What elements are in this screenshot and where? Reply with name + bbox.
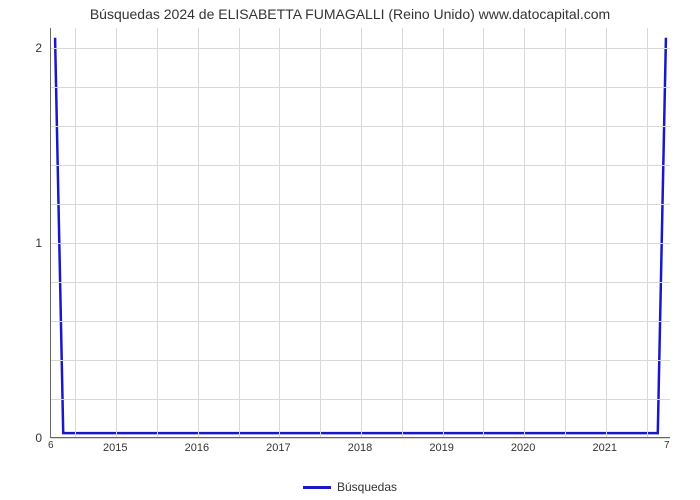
gridline-vertical-minor [647,28,648,437]
gridline-vertical [361,28,362,437]
legend: Búsquedas [0,480,700,494]
corner-label-bottom-left: 6 [48,440,54,451]
gridline-vertical-minor [402,28,403,437]
y-tick-label: 0 [12,431,42,445]
y-tick-label: 1 [12,236,42,250]
chart-title: Búsquedas 2024 de ELISABETTA FUMAGALLI (… [0,6,700,22]
y-tick-label: 2 [12,41,42,55]
gridline-vertical-minor [320,28,321,437]
x-tick-label: 2017 [266,442,290,454]
gridline-horizontal-minor [51,165,670,166]
corner-label-bottom-right: 7 [664,440,670,451]
gridline-horizontal-minor [51,399,670,400]
gridline-vertical-minor [483,28,484,437]
gridline-vertical [443,28,444,437]
x-tick-label: 2018 [348,442,372,454]
plot-area [50,28,670,438]
gridline-vertical [116,28,117,437]
gridline-vertical [606,28,607,437]
legend-label: Búsquedas [337,480,397,494]
gridline-horizontal-minor [51,282,670,283]
x-tick-label: 2016 [185,442,209,454]
x-tick-label: 2015 [103,442,127,454]
gridline-horizontal-minor [51,360,670,361]
gridline-horizontal-minor [51,48,670,49]
gridline-horizontal-minor [51,87,670,88]
gridline-horizontal-minor [51,126,670,127]
gridline-horizontal [51,438,670,439]
gridline-vertical [279,28,280,437]
gridline-horizontal-minor [51,204,670,205]
gridline-vertical-minor [75,28,76,437]
x-tick-label: 2020 [511,442,535,454]
gridline-horizontal-minor [51,321,670,322]
gridline-vertical-minor [565,28,566,437]
gridline-vertical [524,28,525,437]
chart-container: Búsquedas 2024 de ELISABETTA FUMAGALLI (… [0,0,700,500]
x-tick-label: 2021 [592,442,616,454]
gridline-vertical [198,28,199,437]
gridline-vertical-minor [157,28,158,437]
legend-swatch [303,486,331,489]
gridline-vertical-minor [239,28,240,437]
gridline-horizontal [51,243,670,244]
x-tick-label: 2019 [429,442,453,454]
